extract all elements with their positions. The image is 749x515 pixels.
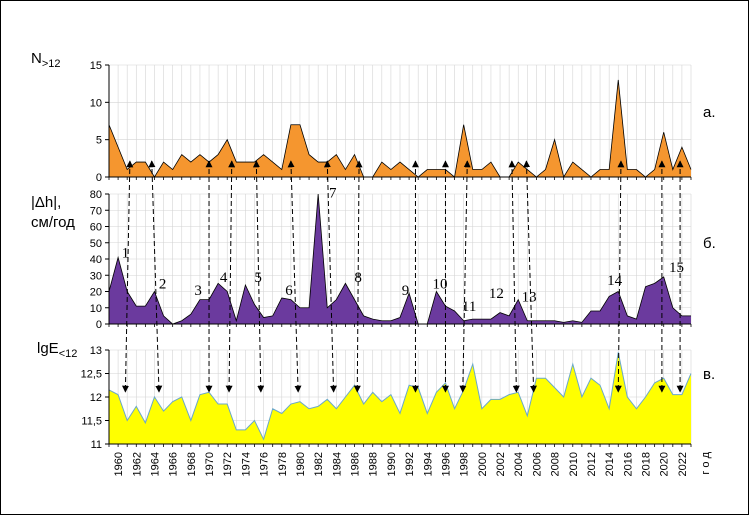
x-tick-label: 1972	[222, 452, 234, 476]
y-tick-label-b: 0	[96, 319, 102, 331]
series-line-c	[108, 352, 692, 441]
y-tick-label-b: 40	[90, 254, 102, 266]
x-tick-label: 1966	[168, 452, 180, 476]
x-tick-label: 1984	[331, 452, 343, 476]
series-line-a	[108, 79, 692, 179]
panel-letter-b: б.	[703, 235, 716, 252]
x-tick-label: 2010	[568, 452, 580, 476]
y-tick-label-a: 15	[90, 60, 102, 72]
x-tick-label: 1978	[277, 452, 289, 476]
y-tick-label-c: 11,5	[81, 416, 102, 428]
x-tick-label: 1980	[295, 452, 307, 476]
ylabel-b-line1: |Δh|,	[31, 194, 61, 211]
x-tick-label: 2008	[550, 452, 562, 476]
ylabel-a: N>12	[31, 50, 61, 70]
y-tick-label-b: 70	[90, 205, 102, 217]
ylabel-a-sub: >12	[42, 58, 61, 70]
x-tick-label: 2016	[622, 452, 634, 476]
ylabel-c: lgE<12	[37, 340, 77, 360]
y-tick-label-b: 30	[90, 270, 102, 282]
event-number: 6	[285, 283, 293, 299]
ylabel-a-main: N	[31, 50, 42, 67]
y-tick-label-b: 50	[90, 238, 102, 250]
connector-arrow	[225, 160, 236, 393]
x-tick-label: 1998	[459, 452, 471, 476]
event-number: 9	[402, 283, 410, 299]
x-tick-label: 1996	[440, 452, 452, 476]
series-area-a	[109, 79, 691, 177]
event-number: 3	[194, 283, 202, 299]
x-tick-label: 1968	[186, 452, 198, 476]
connector-arrow	[121, 160, 134, 393]
x-tick-label: 1974	[240, 452, 252, 476]
x-tick-label: 1964	[149, 452, 161, 476]
x-tick-label: 2020	[659, 452, 671, 476]
x-tick-label: 1992	[404, 452, 416, 476]
x-tick-label: 1982	[313, 452, 325, 476]
y-tick-label-b: 60	[90, 222, 102, 234]
x-tick-label: 1986	[350, 452, 362, 476]
x-tick-label: 1970	[204, 452, 216, 476]
x-tick-label: 1990	[386, 452, 398, 476]
connector-arrow	[252, 160, 265, 393]
ylabel-c-main: lgE	[37, 340, 59, 357]
panel-letter-c: в.	[703, 366, 715, 383]
x-tick-label: 2000	[477, 452, 489, 476]
x-tick-label: 1988	[368, 452, 380, 476]
x-tick-label: 2006	[531, 452, 543, 476]
connector-arrow	[148, 160, 163, 393]
event-number: 7	[329, 185, 337, 201]
x-tick-label: 2002	[495, 452, 507, 476]
connector-arrow	[287, 160, 302, 393]
x-tick-label: 2018	[641, 452, 653, 476]
ylabel-b-line2: см/год	[31, 214, 75, 231]
connector-arrow	[353, 160, 363, 393]
event-number: 4	[220, 270, 228, 286]
y-tick-label-b: 20	[90, 287, 102, 299]
event-number: 14	[607, 273, 623, 289]
y-tick-label-c: 11	[91, 439, 102, 451]
event-number: 15	[669, 260, 684, 276]
x-tick-label: 1960	[113, 452, 125, 476]
y-tick-label-b: 10	[90, 303, 102, 315]
y-tick-label-c: 12,5	[81, 369, 102, 381]
x-tick-label: 2014	[604, 452, 616, 476]
event-number: 2	[159, 276, 167, 292]
y-tick-label-a: 10	[90, 97, 102, 109]
x-tick-label: 1994	[422, 452, 434, 476]
connector-arrow	[323, 160, 337, 393]
y-tick-label-c: 12	[90, 392, 102, 404]
x-axis-unit-label: г о д	[700, 451, 712, 474]
y-tick-label-a: 5	[96, 135, 102, 147]
y-tick-label-c: 13	[90, 345, 102, 357]
connector-arrow	[459, 160, 471, 393]
x-tick-label: 2004	[513, 452, 525, 476]
x-tick-label: 2012	[586, 452, 598, 476]
y-tick-label-b: 80	[90, 189, 102, 201]
event-number: 12	[489, 286, 504, 302]
ylabel-c-sub: <12	[59, 348, 78, 360]
event-number: 13	[522, 289, 537, 305]
connector-arrow	[508, 160, 520, 393]
x-tick-label: 1962	[131, 452, 143, 476]
y-tick-label-a: 0	[96, 172, 102, 184]
connector-arrow	[614, 160, 625, 393]
panel-letter-a: а.	[703, 104, 716, 121]
connector-arrow	[523, 160, 537, 393]
x-tick-label: 1976	[259, 452, 271, 476]
x-tick-label: 2022	[677, 452, 689, 476]
